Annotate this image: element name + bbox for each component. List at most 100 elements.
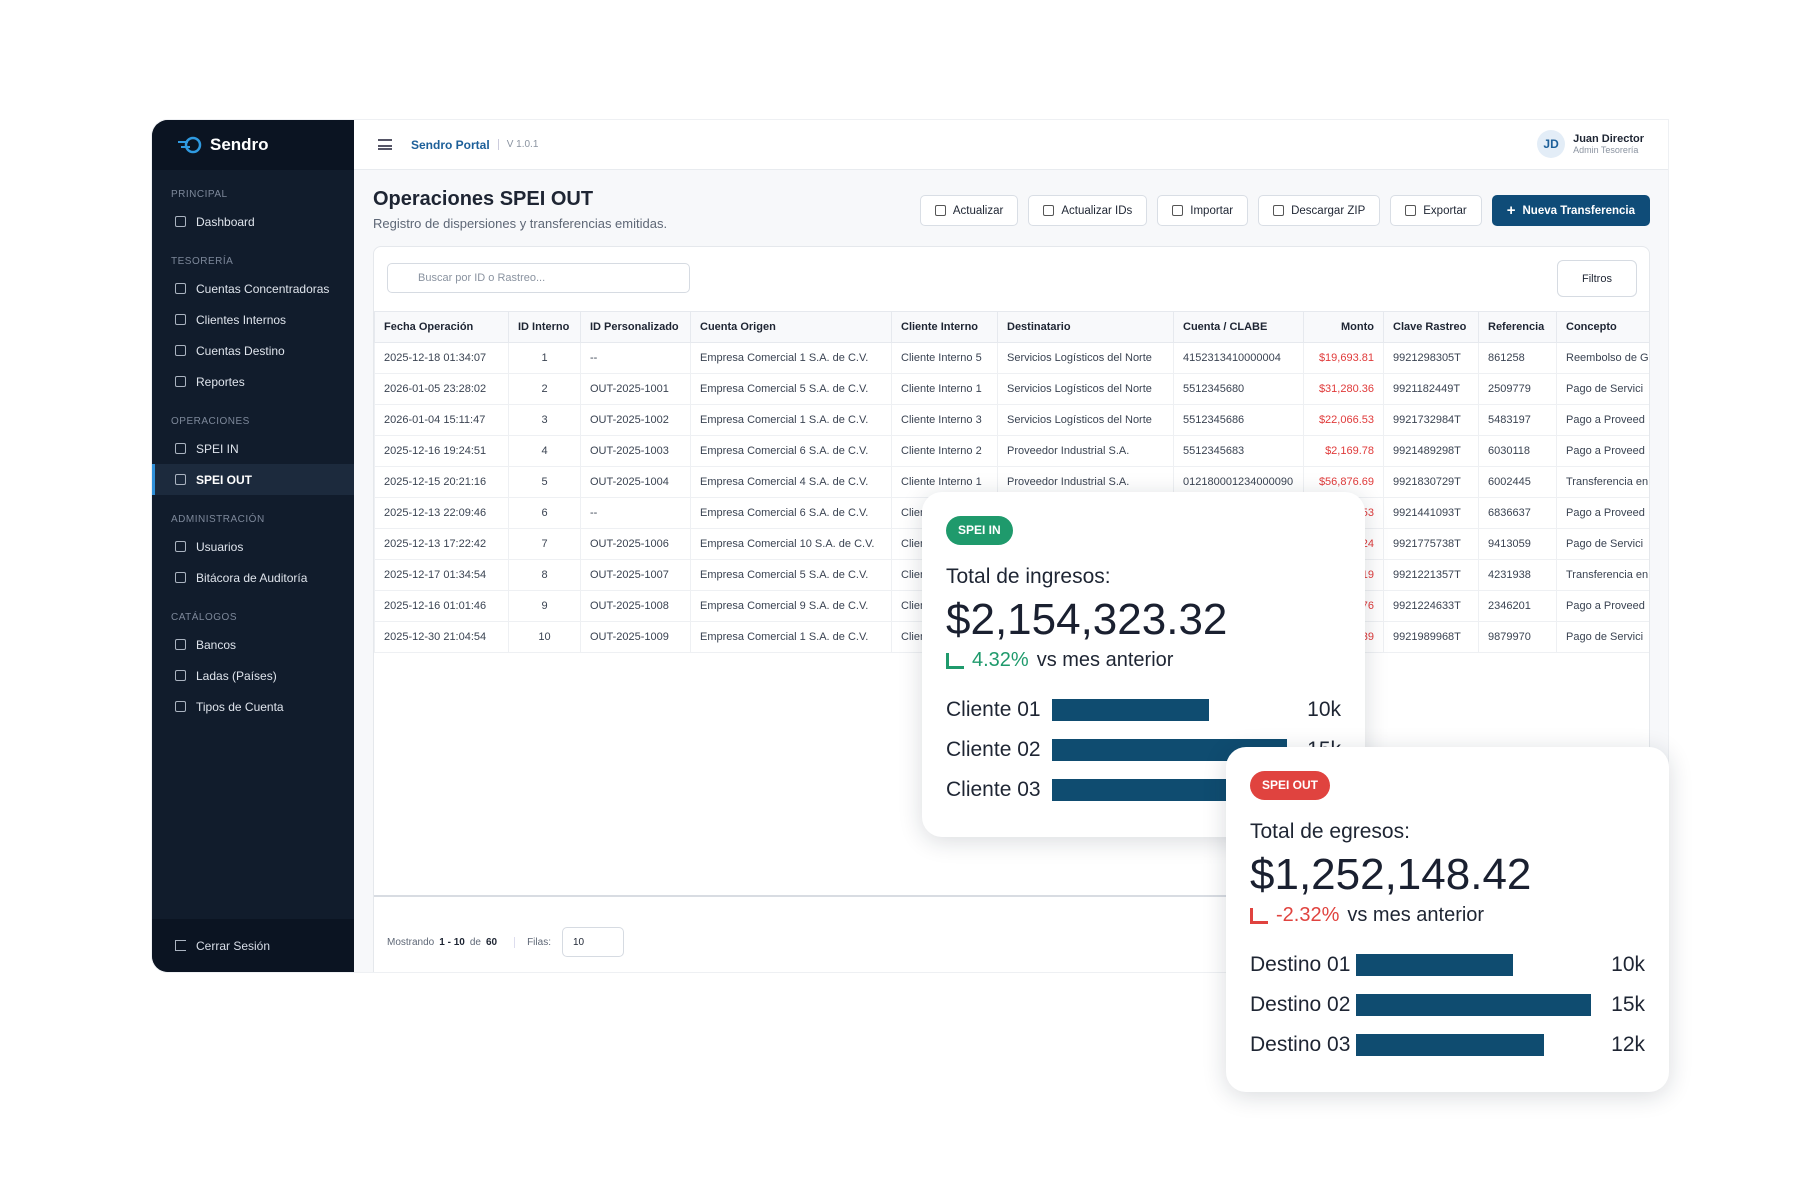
nav-item[interactable]: Cuentas Concentradoras <box>152 273 354 304</box>
nav-item[interactable]: Clientes Internos <box>152 304 354 335</box>
bar-track <box>1052 779 1287 801</box>
app-window: Sendro PRINCIPAL Dashboard TESORERÍA Cuenta… <box>152 120 1668 972</box>
sidebar: Sendro PRINCIPAL Dashboard TESORERÍA Cuenta… <box>152 120 354 972</box>
nav-item[interactable]: Bitácora de Auditoría <box>152 562 354 593</box>
table-cell: Pago a Proveed <box>1556 435 1649 467</box>
nav-item[interactable]: Ladas (Países) <box>152 660 354 691</box>
table-cell: $31,280.36 <box>1303 373 1384 405</box>
nav-item[interactable]: Dashboard <box>152 206 354 237</box>
table-cell: OUT-2025-1004 <box>580 466 691 498</box>
card-total: $1,252,148.42 <box>1250 850 1532 899</box>
table-cell: Pago a Proveed <box>1556 404 1649 436</box>
filters-button[interactable]: Filtros <box>1557 260 1637 297</box>
table-cell: 9921775738T <box>1383 528 1479 560</box>
table-cell: Empresa Comercial 5 S.A. de C.V. <box>690 559 892 591</box>
nav-item[interactable]: Cuentas Destino <box>152 335 354 366</box>
table-cell: 5512345686 <box>1173 404 1304 436</box>
bar-value-label: 12k <box>1611 1033 1645 1056</box>
table-cell: 6002445 <box>1478 466 1557 498</box>
table-cell: -- <box>580 342 691 374</box>
topbar: Sendro Portal V 1.0.1 JD Juan Director Ad… <box>354 120 1668 170</box>
table-cell: 2 <box>508 373 581 405</box>
nav-item[interactable]: Tipos de Cuenta <box>152 691 354 722</box>
table-row[interactable]: 2026-01-05 23:28:02 2 OUT-2025-1001 Empresa… <box>374 373 1649 405</box>
user-role: Admin Tesorería <box>1573 145 1639 155</box>
nav-label: SPEI OUT <box>196 472 253 487</box>
table-cell: 9921989968T <box>1383 621 1479 653</box>
table-cell: Servicios Logísticos del Norte <box>997 373 1174 405</box>
table-cell: -- <box>580 497 691 529</box>
table-cell: OUT-2025-1001 <box>580 373 691 405</box>
user-name: Juan Director <box>1573 133 1644 145</box>
bar-label: Cliente 01 <box>946 698 1041 721</box>
nav-item[interactable]: Reportes <box>152 366 354 397</box>
bar <box>1052 699 1209 721</box>
table-cell: Pago de Servici <box>1556 373 1649 405</box>
table-cell: OUT-2025-1006 <box>580 528 691 560</box>
bar-track <box>1356 994 1591 1016</box>
toolbar-button[interactable]: Actualizar IDs <box>1028 195 1148 226</box>
nav-section-title: CATÁLOGOS <box>171 612 237 623</box>
search-input[interactable]: Buscar por ID o Rastreo... <box>387 263 690 293</box>
nav-item[interactable]: Usuarios <box>152 531 354 562</box>
header-row: Fecha Operación ID Interno ID Personalizad… <box>374 311 1649 343</box>
bar-row: Destino 03 12k <box>1250 1025 1645 1065</box>
table-cell: 8 <box>508 559 581 591</box>
bar-label: Cliente 02 <box>946 738 1041 761</box>
table-cell: 5 <box>508 466 581 498</box>
table-cell: 861258 <box>1478 342 1557 374</box>
table-cell: Empresa Comercial 6 S.A. de C.V. <box>690 435 892 467</box>
table-cell: 2025-12-18 01:34:07 <box>374 342 509 374</box>
nav-label: Cuentas Destino <box>196 343 285 358</box>
table-cell: Pago a Proveed <box>1556 497 1649 529</box>
nav-item[interactable]: Bancos <box>152 629 354 660</box>
nav-icon <box>175 443 186 454</box>
table-cell: OUT-2025-1003 <box>580 435 691 467</box>
table-cell: 2509779 <box>1478 373 1557 405</box>
column-header: Cuenta / CLABE <box>1173 311 1304 343</box>
menu-toggle[interactable] <box>378 139 392 150</box>
nav-icon <box>175 283 186 294</box>
table-row[interactable]: 2025-12-16 19:24:51 4 OUT-2025-1003 Empresa… <box>374 435 1649 467</box>
table-cell: Pago de Servici <box>1556 621 1649 653</box>
table-cell: $19,693.81 <box>1303 342 1384 374</box>
nav-item[interactable]: SPEI IN <box>152 433 354 464</box>
table-cell: OUT-2025-1008 <box>580 590 691 622</box>
brand-name: Sendro <box>210 135 269 154</box>
table-cell: 9921732984T <box>1383 404 1479 436</box>
rows-select[interactable]: 10 <box>561 927 624 957</box>
toolbar-button[interactable]: Exportar <box>1390 195 1482 226</box>
logout[interactable]: Cerrar Sesión <box>152 919 354 972</box>
bar-track <box>1052 699 1287 721</box>
nav-item[interactable]: SPEI OUT <box>152 464 354 495</box>
bar-row: Destino 01 10k <box>1250 945 1645 985</box>
table-cell: Empresa Comercial 6 S.A. de C.V. <box>690 497 892 529</box>
column-header: ID Interno <box>508 311 581 343</box>
toolbar-button[interactable]: Actualizar <box>919 195 1019 226</box>
nav-icon <box>175 314 186 325</box>
nav-section-title: TESORERÍA <box>171 256 234 267</box>
primary-button[interactable]: Nueva Transferencia <box>1491 195 1650 226</box>
toolbar-button[interactable]: Importar <box>1157 195 1249 226</box>
column-header: Referencia <box>1478 311 1557 343</box>
toolbar-button[interactable]: Descargar ZIP <box>1258 195 1381 226</box>
card-label: Total de ingresos: <box>946 565 1111 588</box>
pagination: Mostrando 1 - 10 de 60 Filas: 10 <box>374 895 1649 972</box>
nav-label: SPEI IN <box>196 441 239 456</box>
table-cell: 4152313410000004 <box>1173 342 1304 374</box>
table-cell: Transferencia en <box>1556 466 1649 498</box>
nav-label: Tipos de Cuenta <box>196 699 284 714</box>
bar-chart: Destino 01 10k Destino 02 15k Destino 03 12k <box>1250 945 1645 1065</box>
table-cell: 9921441093T <box>1383 497 1479 529</box>
user-menu[interactable]: JD Juan Director Admin Tesorería <box>1537 130 1644 158</box>
bar-value-label: 15k <box>1611 993 1645 1016</box>
card-label: Total de egresos: <box>1250 820 1410 843</box>
nav-label: Cuentas Concentradoras <box>196 281 330 296</box>
table-row[interactable]: 2025-12-18 01:34:07 1 -- Empresa Comercial … <box>374 342 1649 374</box>
table-cell: Cliente Interno 1 <box>891 373 998 405</box>
change-suffix: vs mes anterior <box>1036 649 1174 671</box>
table-row[interactable]: 2026-01-04 15:11:47 3 OUT-2025-1002 Empresa… <box>374 404 1649 436</box>
column-header: Concepto <box>1556 311 1649 343</box>
